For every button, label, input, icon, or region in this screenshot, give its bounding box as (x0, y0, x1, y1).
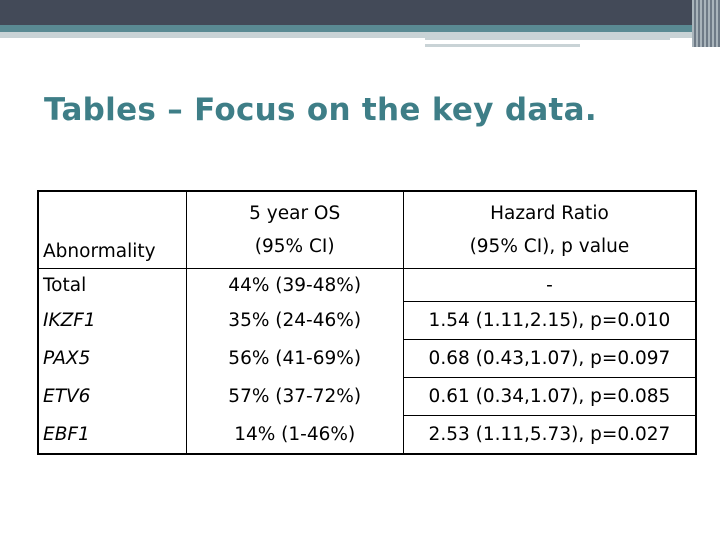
header-stripes (692, 0, 720, 47)
cell-abnormality: PAX5 (43, 348, 91, 369)
header-light-bar (0, 32, 720, 38)
table-row: Total 44% (39-48%) - (38, 268, 696, 302)
table-row: ETV6 57% (37-72%) 0.61 (0.34,1.07), p=0.… (38, 377, 696, 416)
cell-os: 57% (37-72%) (185, 377, 404, 416)
cell-os: 56% (41-69%) (185, 339, 404, 378)
header-hr-line1: Hazard Ratio (490, 203, 609, 224)
table-row: IKZF1 35% (24-46%) 1.54 (1.11,2.15), p=0… (38, 301, 696, 340)
cell-hr: 0.61 (0.34,1.07), p=0.085 (402, 377, 696, 416)
header-os-line1: 5 year OS (249, 203, 341, 224)
header-hr: Hazard Ratio (95% CI), p value (403, 191, 696, 269)
cell-abnormality: IKZF1 (43, 310, 96, 331)
header-decor-line (425, 38, 670, 40)
header-os-line2: (95% CI) (254, 236, 335, 257)
header-hr-line2: (95% CI), p value (469, 236, 630, 257)
header-accent-bar (0, 25, 720, 32)
header-decor-line (425, 44, 580, 47)
data-table: Abnormality 5 year OS (95% CI) Hazard Ra… (37, 190, 697, 455)
table-row: EBF1 14% (1-46%) 2.53 (1.11,5.73), p=0.0… (38, 415, 696, 454)
cell-os: 14% (1-46%) (185, 415, 404, 454)
cell-abnormality: EBF1 (43, 423, 90, 445)
table-row: PAX5 56% (41-69%) 0.68 (0.43,1.07), p=0.… (38, 339, 696, 378)
table-header-row: Abnormality 5 year OS (95% CI) Hazard Ra… (38, 191, 696, 269)
cell-hr: - (403, 268, 696, 302)
cell-abnormality: Total (43, 274, 87, 296)
header-abnormality: Abnormality (38, 191, 187, 269)
header-bar (0, 0, 720, 25)
slide-title: Tables – Focus on the key data. (44, 92, 597, 128)
cell-hr: 2.53 (1.11,5.73), p=0.027 (402, 415, 696, 454)
cell-hr: 1.54 (1.11,2.15), p=0.010 (402, 301, 696, 340)
cell-abnormality: ETV6 (43, 386, 91, 407)
cell-hr: 0.68 (0.43,1.07), p=0.097 (402, 339, 696, 378)
cell-os: 44% (39-48%) (185, 268, 404, 302)
header-os: 5 year OS (95% CI) (185, 191, 404, 269)
cell-os: 35% (24-46%) (185, 301, 404, 340)
